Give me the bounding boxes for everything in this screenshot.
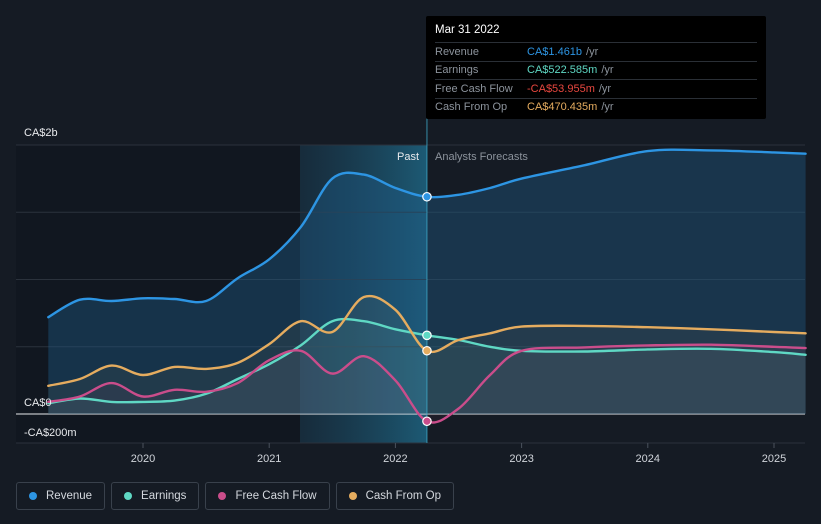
tooltip-row-free-cash-flow: Free Cash Flow -CA$53.955m /yr [435, 79, 757, 98]
area-free-cash-flow [48, 344, 806, 423]
legend-dot-icon [29, 492, 37, 500]
x-axis-label: 2020 [131, 453, 155, 465]
legend-item-earnings[interactable]: Earnings [111, 482, 200, 510]
legend-label: Free Cash Flow [235, 490, 317, 502]
tooltip-row-revenue: Revenue CA$1.461b /yr [435, 42, 757, 61]
legend-dot-icon [348, 492, 357, 500]
x-axis-label: 2021 [257, 453, 281, 465]
legend: Revenue Earnings Free Cash Flow Cash Fro… [16, 482, 455, 510]
y-axis-label: -CA$200m [24, 427, 77, 439]
tooltip-value: -CA$53.955m [527, 82, 595, 95]
tooltip: Mar 31 2022 Revenue CA$1.461b /yr Earnin… [426, 16, 766, 119]
tooltip-label: Cash From Op [435, 101, 508, 114]
x-axis-label: 2025 [762, 453, 786, 465]
tooltip-date: Mar 31 2022 [435, 24, 500, 36]
legend-dot-icon [218, 492, 227, 500]
tooltip-unit: /yr [598, 82, 612, 95]
x-axis-label: 2023 [509, 453, 533, 465]
tooltip-value: CA$470.435m [527, 101, 598, 114]
x-axis-label: 2024 [636, 453, 660, 465]
highlight-point [422, 330, 432, 341]
tooltip-unit: /yr [586, 45, 599, 58]
tooltip-unit: /yr [601, 64, 614, 77]
highlight-point [422, 191, 432, 202]
tooltip-row-cash-from-op: Cash From Op CA$470.435m /yr [435, 97, 757, 117]
legend-label: Earnings [141, 490, 187, 502]
legend-item-cash-from-op[interactable]: Cash From Op [335, 482, 455, 510]
tooltip-label: Revenue [435, 45, 480, 58]
y-axis-label: CA$2b [24, 127, 58, 139]
tooltip-value: CA$522.585m [527, 64, 598, 77]
x-axis-label: 2022 [383, 453, 407, 465]
tooltip-unit: /yr [601, 101, 614, 114]
forecast-label: Analysts Forecasts [435, 151, 528, 163]
highlight-point [422, 345, 432, 356]
series-line-cash-from-op [47, 294, 807, 387]
tooltip-row-earnings: Earnings CA$522.585m /yr [435, 60, 757, 80]
past-label: Past [397, 151, 419, 163]
tooltip-label: Earnings [435, 64, 479, 77]
legend-dot-icon [124, 492, 133, 500]
legend-item-revenue[interactable]: Revenue [16, 482, 106, 510]
series-line-revenue [47, 148, 807, 319]
legend-item-free-cash-flow[interactable]: Free Cash Flow [205, 482, 330, 510]
highlight-point [422, 416, 432, 427]
legend-label: Cash From Op [365, 490, 442, 502]
y-axis-label: CA$0 [24, 397, 52, 409]
series-line-free-cash-flow [47, 343, 807, 424]
legend-label: Revenue [46, 490, 93, 502]
tooltip-value: CA$1.461b [527, 45, 583, 58]
tooltip-label: Free Cash Flow [435, 82, 513, 95]
series-line-earnings [47, 317, 807, 405]
